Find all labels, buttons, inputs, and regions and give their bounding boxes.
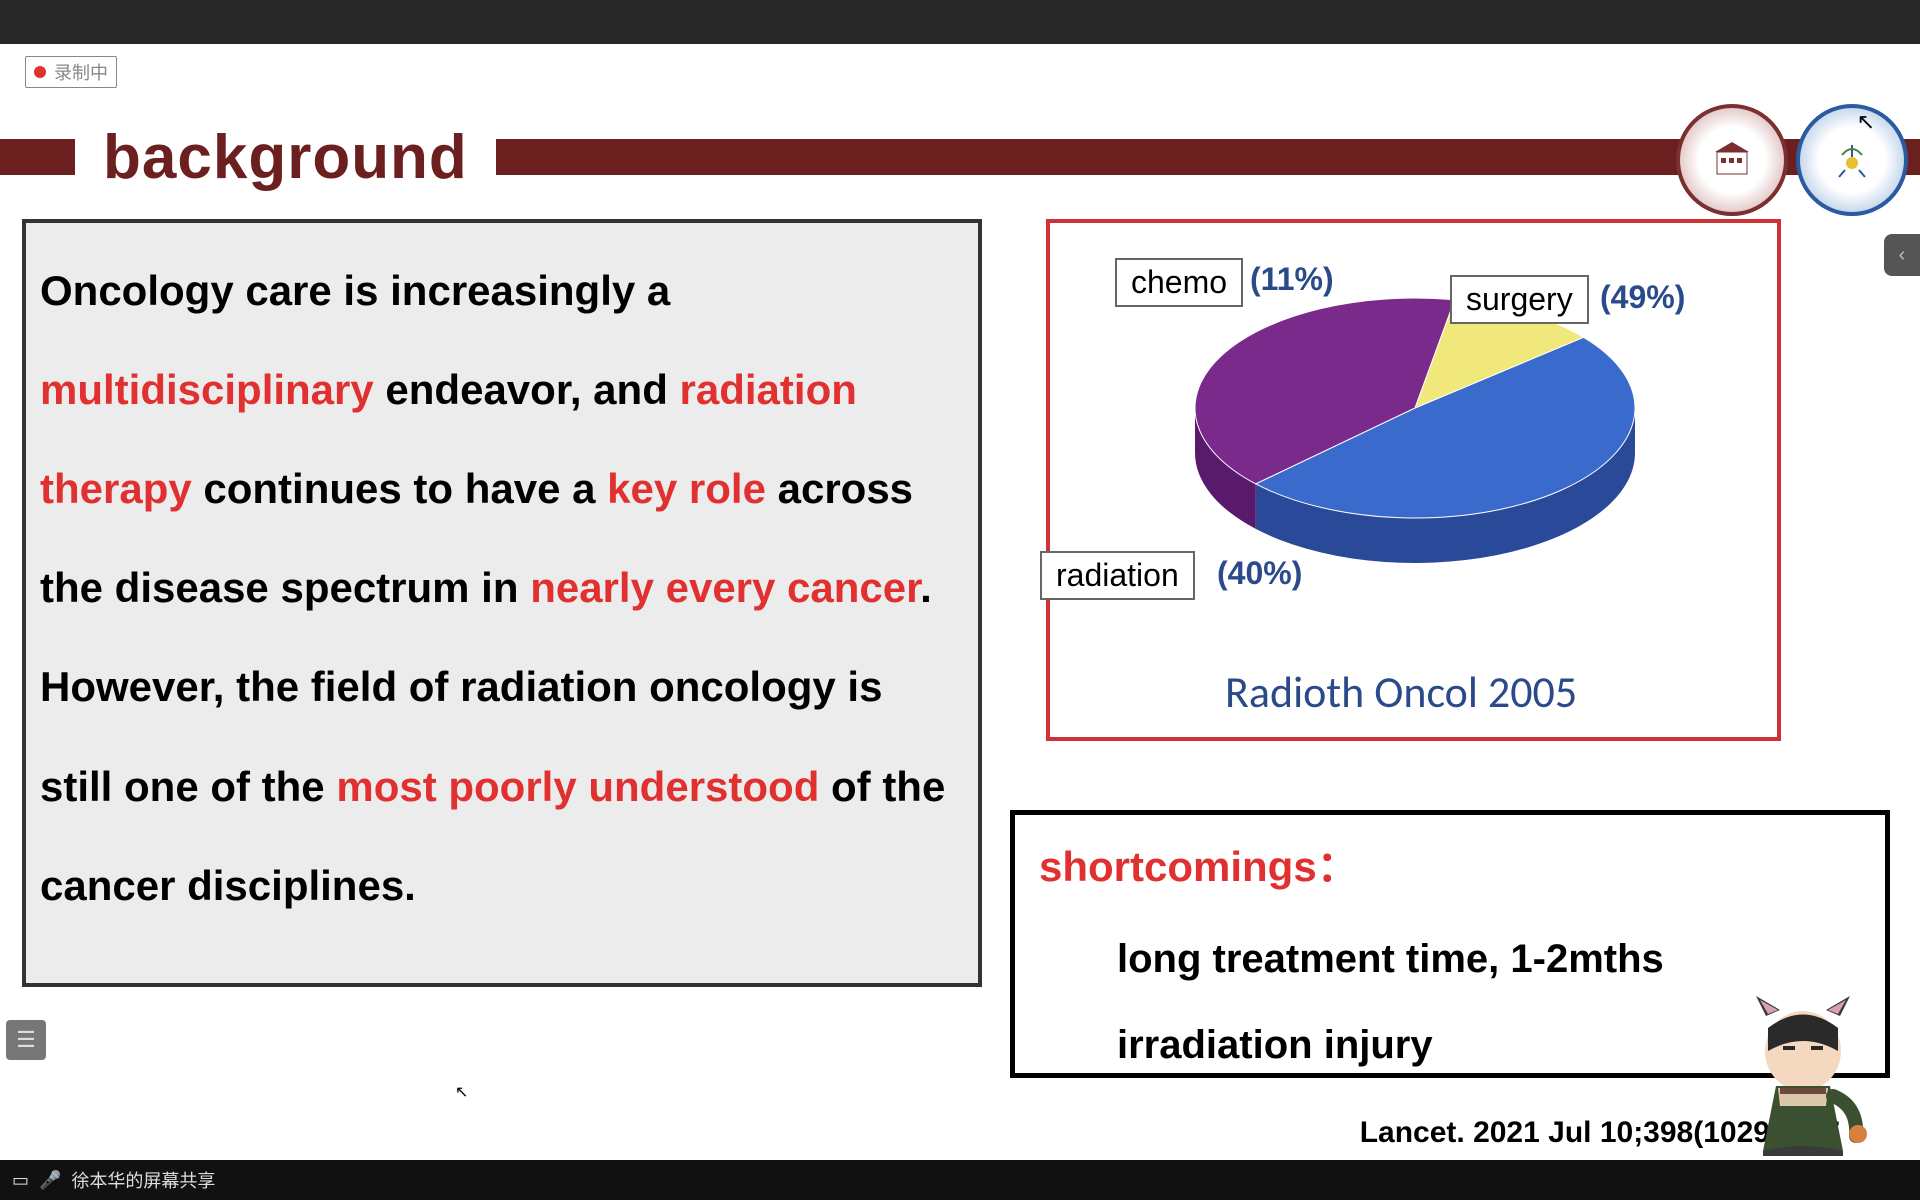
radiotherapy-center-logo-icon [1796, 104, 1908, 216]
screen-share-icon: ▭ [12, 1170, 29, 1191]
chevron-left-icon: ‹ [1899, 244, 1906, 267]
pie-pct-chemo: (11%) [1250, 261, 1334, 298]
side-expand-tab[interactable]: ‹ [1884, 234, 1920, 276]
cursor-icon: ↖ [455, 1082, 468, 1102]
slide: 录制中 background Oncology care is increasi… [0, 44, 1920, 1160]
recording-label: 录制中 [54, 59, 108, 85]
pie-pct-surgery: (49%) [1600, 279, 1685, 316]
pie-label-chemo: chemo [1115, 258, 1243, 307]
record-dot-icon [34, 66, 46, 78]
pie-chart-frame: surgery(49%)radiation(40%)chemo(11%) Rad… [1046, 219, 1781, 741]
list-icon: ☰ [16, 1027, 36, 1053]
pie-pct-radiation: (40%) [1217, 555, 1302, 592]
recording-indicator: 录制中 [25, 56, 117, 88]
shortcomings-title: shortcomings： [1039, 833, 1861, 894]
screen-share-label: 徐本华的屏幕共享 [71, 1167, 215, 1193]
main-text: Oncology care is increasingly a multidis… [40, 241, 964, 935]
title-stripe-left [0, 139, 75, 175]
pie-chart: surgery(49%)radiation(40%)chemo(11%) Rad… [1050, 223, 1777, 737]
hospital-logo-icon [1676, 104, 1788, 216]
avatar-sticker [1738, 996, 1868, 1156]
menu-button[interactable]: ☰ [6, 1020, 46, 1060]
shortcoming-item: long treatment time, 1-2mths [1117, 916, 1861, 1002]
app-top-bar [0, 0, 1920, 44]
pie-svg [1165, 278, 1665, 598]
chart-caption: Radioth Oncol 2005 [1225, 665, 1577, 719]
microphone-icon: 🎤 [39, 1170, 61, 1191]
logo-group [1676, 104, 1908, 216]
bottom-status-bar: ▭ 🎤 徐本华的屏幕共享 [0, 1160, 1920, 1200]
main-text-box: Oncology care is increasingly a multidis… [22, 219, 982, 987]
pie-label-surgery: surgery [1450, 275, 1589, 324]
title-bar: background [0, 122, 1920, 192]
pie-label-radiation: radiation [1040, 551, 1195, 600]
page-title: background [103, 122, 468, 193]
